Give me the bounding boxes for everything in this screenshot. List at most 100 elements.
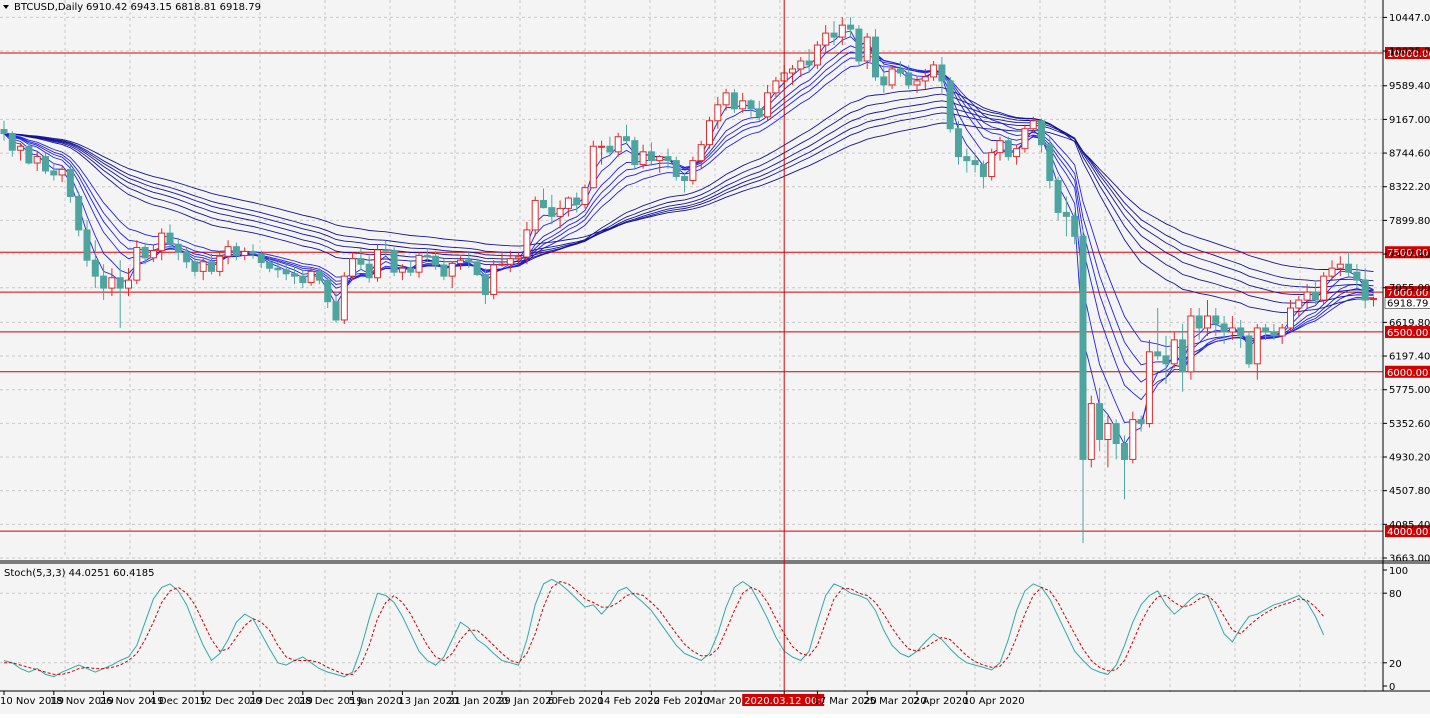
candle-body[interactable] <box>1311 291 1319 301</box>
candle-body[interactable] <box>955 128 962 158</box>
candle-body[interactable] <box>1096 403 1104 441</box>
candle-body[interactable] <box>1187 315 1195 373</box>
candle-body[interactable] <box>523 229 531 258</box>
candle-body[interactable] <box>465 259 473 263</box>
candle-body[interactable] <box>1361 279 1369 301</box>
candle-body[interactable] <box>946 80 954 130</box>
candle-body[interactable] <box>639 151 647 166</box>
candle-body[interactable] <box>1328 267 1336 277</box>
candle-body[interactable] <box>332 301 340 321</box>
candle-body[interactable] <box>116 277 124 289</box>
candle-body[interactable] <box>1287 307 1294 329</box>
candle-body[interactable] <box>349 258 357 277</box>
candle-body[interactable] <box>938 64 946 82</box>
candle-body[interactable] <box>1112 423 1120 444</box>
candle-body[interactable] <box>681 176 689 182</box>
candle-body[interactable] <box>872 36 879 78</box>
candle-body[interactable] <box>166 232 174 245</box>
candle-body[interactable] <box>1303 291 1311 301</box>
candle-body[interactable] <box>1262 327 1270 333</box>
candle-body[interactable] <box>0 129 8 135</box>
candle-body[interactable] <box>324 279 332 303</box>
candle-body[interactable] <box>531 199 539 231</box>
candle-body[interactable] <box>988 152 996 178</box>
candle-body[interactable] <box>241 250 249 256</box>
candle-body[interactable] <box>598 145 606 148</box>
candle-body[interactable] <box>307 270 315 284</box>
candle-body[interactable] <box>714 104 722 122</box>
candle-body[interactable] <box>1212 315 1220 325</box>
candle-body[interactable] <box>83 229 91 261</box>
candle-body[interactable] <box>407 267 415 273</box>
candle-body[interactable] <box>813 44 821 66</box>
candle-body[interactable] <box>191 261 199 272</box>
candle-body[interactable] <box>822 32 830 46</box>
candle-body[interactable] <box>1170 339 1178 365</box>
candle-body[interactable] <box>282 269 290 275</box>
candle-body[interactable] <box>291 273 298 277</box>
candle-body[interactable] <box>340 275 348 321</box>
candle-body[interactable] <box>1087 403 1095 460</box>
candle-body[interactable] <box>141 246 149 259</box>
candle-body[interactable] <box>1228 327 1236 333</box>
candle-body[interactable] <box>1137 419 1145 425</box>
candle-body[interactable] <box>1353 271 1361 281</box>
candle-body[interactable] <box>249 250 257 255</box>
candle-body[interactable] <box>672 160 680 178</box>
candle-body[interactable] <box>382 249 390 252</box>
candle-body[interactable] <box>1104 423 1112 441</box>
candle-body[interactable] <box>548 207 556 217</box>
candle-body[interactable] <box>224 246 232 257</box>
candle-body[interactable] <box>374 249 381 279</box>
candle-body[interactable] <box>747 100 755 110</box>
candle-body[interactable] <box>755 108 763 118</box>
candle-body[interactable] <box>838 24 846 38</box>
candle-body[interactable] <box>830 32 838 38</box>
candle-body[interactable] <box>266 262 274 269</box>
candle-body[interactable] <box>315 270 323 281</box>
candle-body[interactable] <box>573 197 581 205</box>
candle-body[interactable] <box>50 170 58 176</box>
candle-body[interactable] <box>149 250 157 259</box>
candle-body[interactable] <box>1046 144 1054 182</box>
candle-body[interactable] <box>855 28 863 62</box>
candle-body[interactable] <box>1029 120 1037 130</box>
candle-body[interactable] <box>390 250 398 273</box>
candle-body[interactable] <box>66 168 74 197</box>
candle-body[interactable] <box>473 261 481 276</box>
candle-body[interactable] <box>1270 331 1278 337</box>
candle-body[interactable] <box>730 92 738 110</box>
candle-body[interactable] <box>1129 419 1137 460</box>
candle-body[interactable] <box>158 232 166 252</box>
candle-body[interactable] <box>697 144 705 162</box>
candle-body[interactable] <box>432 255 440 266</box>
candle-body[interactable] <box>274 267 282 271</box>
candle-body[interactable] <box>921 76 929 82</box>
candle-body[interactable] <box>133 246 141 281</box>
candle-body[interactable] <box>448 262 456 277</box>
candle-body[interactable] <box>125 279 132 289</box>
candle-body[interactable] <box>216 255 224 272</box>
candle-body[interactable] <box>706 120 713 146</box>
candle-body[interactable] <box>1320 275 1328 301</box>
candle-body[interactable] <box>1295 299 1303 309</box>
candle-body[interactable] <box>1195 315 1203 329</box>
candle-body[interactable] <box>847 24 855 30</box>
candle-body[interactable] <box>1162 355 1170 365</box>
candle-body[interactable] <box>772 80 780 94</box>
candle-body[interactable] <box>647 151 655 162</box>
candle-body[interactable] <box>996 140 1004 154</box>
candle-body[interactable] <box>540 199 547 209</box>
candle-body[interactable] <box>913 80 921 86</box>
candle-body[interactable] <box>930 64 938 78</box>
candle-body[interactable] <box>1071 215 1079 237</box>
candle-body[interactable] <box>1038 120 1045 146</box>
candle-body[interactable] <box>183 251 191 263</box>
candle-body[interactable] <box>506 258 514 265</box>
candle-body[interactable] <box>963 156 971 162</box>
candle-body[interactable] <box>863 36 871 62</box>
candle-body[interactable] <box>1054 180 1062 213</box>
candle-body[interactable] <box>589 145 597 189</box>
candle-body[interactable] <box>631 140 639 166</box>
